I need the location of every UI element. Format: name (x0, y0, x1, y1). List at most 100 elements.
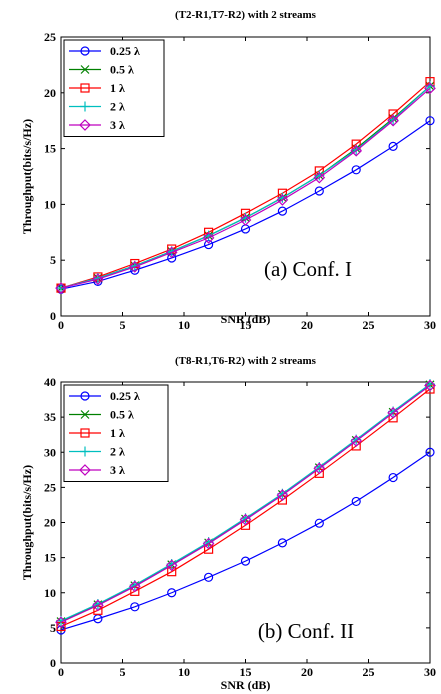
data-point (276, 194, 289, 206)
data-point (202, 232, 215, 244)
y-tick-label: 5 (50, 253, 56, 267)
data-point (165, 559, 178, 572)
y-tick-label: 10 (44, 197, 56, 211)
chart-annotation: (a) Conf. I (264, 257, 352, 281)
y-tick-label: 20 (44, 516, 56, 530)
legend-label: 3 λ (110, 463, 125, 477)
legend: 0.25 λ 0.5 λ 1 λ 2 λ 3 λ (63, 39, 165, 137)
x-tick-label: 30 (424, 318, 436, 332)
data-point (165, 246, 178, 259)
y-tick-label: 15 (44, 551, 56, 565)
legend-marker (79, 119, 91, 131)
data-point (55, 616, 67, 629)
series-line (60, 451, 431, 631)
data-point (130, 602, 140, 612)
data-point (387, 407, 399, 419)
data-point (424, 82, 436, 95)
series-line (60, 87, 431, 289)
data-point (314, 518, 324, 528)
data-point (388, 472, 398, 483)
data-point (425, 116, 435, 126)
data-point (92, 273, 104, 286)
x-tick-label: 25 (363, 318, 375, 332)
legend-label: 1 λ (110, 426, 125, 440)
y-tick-label: 20 (44, 86, 56, 100)
x-tick-label: 0 (58, 665, 64, 679)
x-axis-label: SNR (dB) (221, 678, 271, 692)
y-tick-label: 25 (44, 480, 56, 494)
data-point (350, 435, 363, 447)
chart-annotation: (b) Conf. II (258, 619, 354, 643)
series-line (60, 385, 431, 623)
legend-marker (80, 410, 90, 419)
x-tick-label: 15 (240, 665, 252, 679)
data-point (350, 144, 363, 157)
legend-marker (80, 46, 90, 56)
data-point (239, 214, 252, 226)
y-axis-label: Throughput(bits/s/Hz) (20, 119, 34, 234)
x-tick-label: 20 (301, 665, 313, 679)
data-point (202, 537, 215, 550)
legend-label: 2 λ (110, 445, 125, 459)
y-tick-label: 0 (50, 309, 56, 323)
x-tick-label: 5 (120, 665, 126, 679)
legend-marker (80, 83, 90, 93)
y-axis-label: Throughput(bits/s/Hz) (20, 465, 34, 580)
legend-marker (80, 101, 90, 112)
y-tick-label: 10 (44, 586, 56, 600)
y-tick-label: 30 (44, 445, 56, 459)
data-point (167, 588, 177, 598)
y-tick-label: 25 (44, 30, 56, 44)
y-tick-label: 40 (44, 375, 56, 389)
chart-2: (T8-R1,T6-R2) with 2 streams 0 5 10 15 20 25 30… (20, 355, 436, 692)
legend-label: 0.25 λ (110, 389, 140, 403)
data-point (277, 538, 287, 548)
legend-marker (80, 428, 90, 438)
data-point (277, 206, 287, 216)
y-tick-label: 15 (44, 142, 56, 156)
legend-label: 0.5 λ (110, 408, 134, 422)
x-tick-label: 10 (178, 665, 190, 679)
data-point (128, 580, 141, 593)
legend-marker (80, 391, 90, 401)
y-tick-label: 5 (50, 621, 56, 635)
data-point (424, 379, 436, 392)
legend-marker (80, 65, 90, 74)
series-5 (55, 82, 436, 294)
data-point (128, 261, 141, 273)
y-tick-label: 0 (50, 656, 56, 670)
legend-label: 1 λ (110, 81, 125, 95)
data-point (351, 496, 361, 507)
series-1 (56, 116, 435, 294)
legend-label: 0.25 λ (110, 44, 140, 58)
legend-marker (79, 464, 91, 476)
series-5 (55, 379, 436, 629)
x-tick-label: 15 (240, 318, 252, 332)
data-point (387, 114, 399, 127)
data-point (204, 572, 214, 582)
chart-1: (T2-R1,T7-R2) with 2 streams 0 5 10 15 20 25 30… (20, 9, 436, 332)
legend-label: 2 λ (110, 100, 125, 114)
x-tick-label: 5 (120, 318, 126, 332)
data-point (240, 556, 251, 566)
data-point (92, 599, 104, 612)
y-tick-label: 35 (44, 410, 56, 424)
data-point (239, 513, 252, 526)
x-tick-label: 30 (424, 665, 436, 679)
legend-marker (80, 446, 90, 457)
x-axis-label: SNR (dB) (221, 312, 271, 326)
chart-title: (T2-R1,T7-R2) with 2 streams (175, 9, 317, 21)
legend-label: 0.5 λ (110, 63, 134, 77)
data-point (313, 171, 326, 184)
data-point (425, 447, 435, 457)
legend-label: 3 λ (110, 118, 125, 132)
data-point (313, 462, 326, 475)
data-point (388, 141, 398, 151)
series-line (60, 120, 431, 290)
x-tick-label: 20 (301, 318, 313, 332)
data-point (276, 489, 289, 501)
data-point (314, 186, 324, 196)
data-point (351, 165, 361, 175)
data-point (55, 282, 67, 294)
